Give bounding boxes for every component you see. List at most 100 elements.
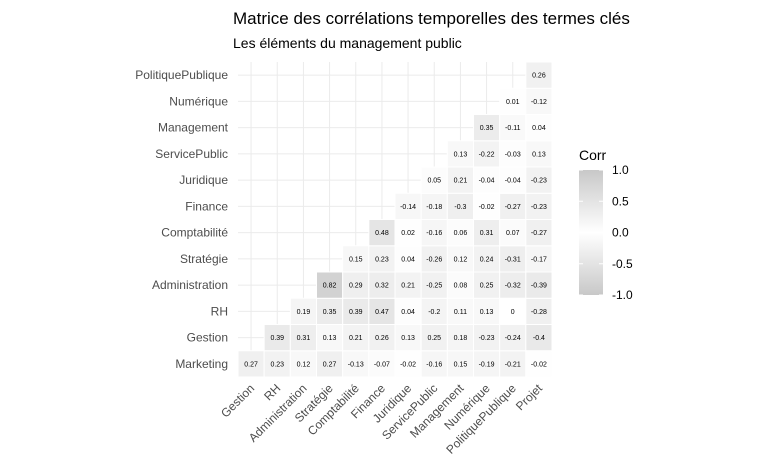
heatmap-cell: [420, 324, 448, 352]
y-tick-label: Management: [158, 121, 229, 135]
y-tick-label: Numérique: [169, 94, 228, 108]
cell-value-label: -0.11: [505, 125, 521, 132]
cell-value-label: -0.24: [505, 335, 521, 342]
cell-value-label: 0.04: [401, 309, 415, 316]
heatmap-cell: [237, 350, 265, 378]
cell-value-label: -0.07: [374, 361, 390, 368]
y-tick-label: Marketing: [175, 357, 228, 371]
cell-value-label: -0.12: [531, 99, 547, 106]
cell-value-label: -0.23: [531, 178, 547, 185]
heatmap-cell: [394, 219, 422, 247]
y-tick-label: ServicePublic: [155, 147, 228, 161]
heatmap-cell: [420, 297, 448, 325]
cell-value-label: -0.04: [505, 178, 521, 185]
chart-title: Matrice des corrélations temporelles des…: [233, 9, 630, 28]
cell-value-label: 0.82: [323, 283, 337, 290]
cell-value-label: 0.08: [454, 283, 468, 290]
y-tick-label: Administration: [152, 278, 228, 292]
legend-tick-label: 0.5: [612, 194, 629, 208]
cell-value-label: -0.3: [454, 204, 466, 211]
cell-value-label: -0.23: [531, 204, 547, 211]
cell-value-label: -0.27: [531, 230, 547, 237]
cell-value-label: -0.26: [426, 256, 442, 263]
y-tick-label: Stratégie: [180, 252, 228, 266]
heatmap-cell: [525, 245, 553, 273]
x-tick-label: Gestion: [218, 381, 257, 420]
cell-value-label: -0.13: [348, 361, 364, 368]
cell-value-label: 0.06: [454, 230, 468, 237]
cell-value-label: 0.47: [375, 309, 389, 316]
y-tick-label: Gestion: [187, 331, 228, 345]
cell-value-label: 0.26: [375, 335, 389, 342]
heatmap-cell: [525, 297, 553, 325]
cell-value-label: 0.27: [323, 361, 337, 368]
cell-value-label: 0.21: [401, 283, 415, 290]
heatmap-cell: [499, 140, 527, 168]
cell-value-label: 0.13: [480, 309, 494, 316]
heatmap-cell: [263, 350, 291, 378]
heatmap-cell: [499, 192, 527, 220]
cell-value-label: 0.39: [349, 309, 363, 316]
cell-value-label: 0.31: [480, 230, 494, 237]
legend-tick-label: -0.5: [612, 257, 633, 271]
cell-value-label: 0.04: [401, 256, 415, 263]
cell-value-label: 0.15: [454, 361, 468, 368]
heatmap-cell: [394, 245, 422, 273]
heatmap-cell: [499, 297, 527, 325]
cell-value-label: 0.25: [427, 335, 441, 342]
cell-value-label: -0.03: [505, 151, 521, 158]
cell-value-label: 0.39: [270, 335, 284, 342]
heatmap-cell: [368, 324, 396, 352]
cell-value-label: 0.21: [349, 335, 363, 342]
cell-value-label: -0.2: [428, 309, 440, 316]
cell-value-label: 0.02: [401, 230, 415, 237]
y-tick-label: Finance: [185, 199, 228, 213]
cell-value-label: 0.25: [480, 283, 494, 290]
legend-tick-label: -1.0: [612, 288, 633, 302]
cell-value-label: 0.24: [480, 256, 494, 263]
heatmap-cell: [420, 192, 448, 220]
heatmap-cell: [525, 219, 553, 247]
heatmap-cell: [342, 245, 370, 273]
heatmap-cell: [316, 271, 344, 299]
cell-value-label: 0: [511, 309, 515, 316]
cell-value-label: -0.4: [533, 335, 545, 342]
y-tick-label: RH: [211, 304, 228, 318]
heatmap-cell: [289, 297, 318, 325]
cell-value-label: 0.35: [480, 125, 494, 132]
heatmap-cell: [342, 324, 370, 352]
heatmap-cell: [473, 140, 501, 168]
heatmap-cell: [342, 297, 370, 325]
cell-value-label: 0.48: [375, 230, 389, 237]
cell-value-label: 0.05: [427, 178, 441, 185]
legend-title: Corr: [579, 147, 607, 163]
cell-value-label: 0.01: [506, 99, 520, 106]
cell-value-label: -0.32: [505, 283, 521, 290]
heatmap-cell: [446, 192, 475, 220]
cell-value-label: 0.32: [375, 283, 389, 290]
cell-value-label: 0.23: [270, 361, 284, 368]
cell-value-label: 0.31: [297, 335, 311, 342]
cell-value-label: -0.22: [479, 151, 495, 158]
cell-value-label: 0.35: [323, 309, 337, 316]
cell-value-label: 0.04: [532, 125, 546, 132]
heatmap-cell: [446, 350, 475, 378]
cell-value-label: 0.07: [506, 230, 520, 237]
cell-value-label: -0.21: [505, 361, 521, 368]
cell-value-label: -0.04: [479, 178, 495, 185]
cell-value-label: -0.17: [531, 256, 547, 263]
heatmap-cell: [420, 245, 448, 273]
y-tick-label: Comptabilité: [161, 226, 228, 240]
heatmap-cell: [394, 297, 422, 325]
cell-value-label: 0.12: [297, 361, 311, 368]
heatmap-cell: [263, 324, 291, 352]
cell-value-label: 0.13: [454, 151, 468, 158]
heatmap-cell: [525, 114, 553, 142]
heatmap-cell: [473, 245, 501, 273]
cell-value-label: 0.21: [454, 178, 468, 185]
cell-value-label: 0.19: [297, 309, 311, 316]
cell-value-label: -0.02: [531, 361, 547, 368]
cell-value-label: 0.13: [401, 335, 415, 342]
cell-value-label: -0.16: [426, 230, 442, 237]
x-tick-label: Projet: [513, 381, 546, 414]
